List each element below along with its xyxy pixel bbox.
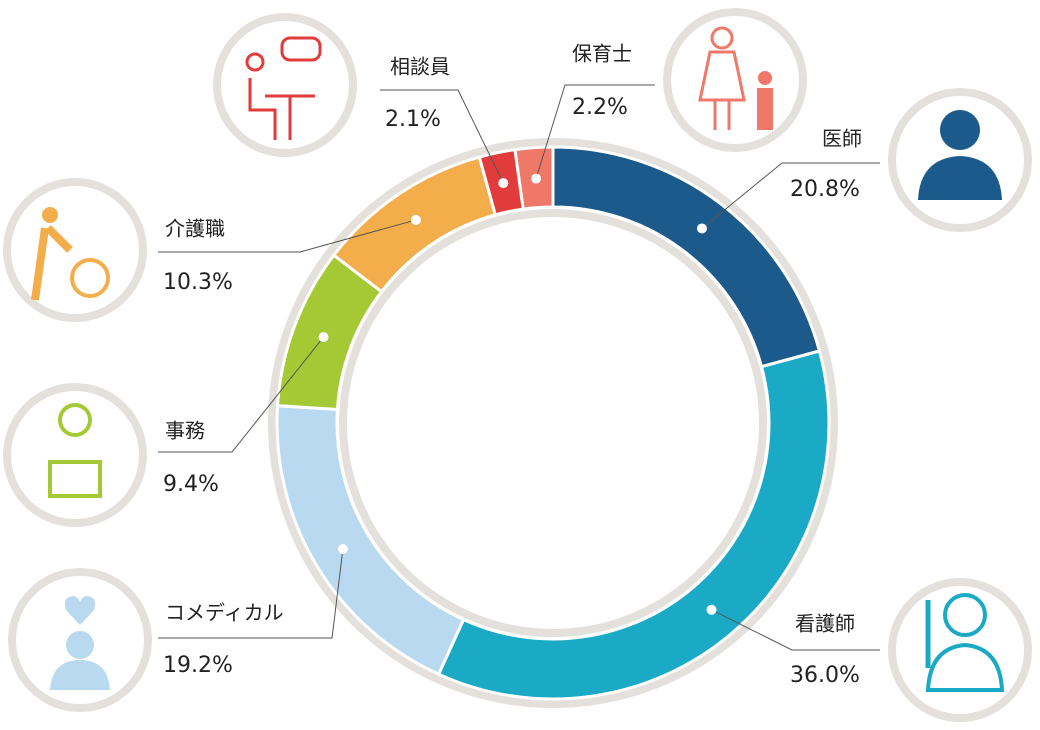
- leader-line: [380, 89, 504, 184]
- leader-line: [158, 548, 344, 639]
- icon-shape: [42, 207, 58, 223]
- leader-line: [701, 162, 880, 229]
- category-label: 保育士: [572, 42, 632, 66]
- icon-childcare: [663, 8, 807, 152]
- category-label: 医師: [822, 127, 862, 151]
- value-label: 19.2%: [163, 653, 233, 678]
- leader-dot: [696, 223, 707, 234]
- icon-shape: [757, 88, 773, 130]
- icon-shape: [31, 225, 73, 301]
- value-label: 10.3%: [163, 270, 233, 295]
- leader-dot: [410, 214, 421, 225]
- icon-shape: [940, 110, 980, 150]
- leader-dot: [706, 604, 717, 615]
- icon-shape: [245, 52, 265, 72]
- icon-shape: [64, 596, 96, 625]
- icon-shape: [248, 78, 315, 140]
- icon-shape: [58, 403, 92, 437]
- icon-nurse: [888, 578, 1032, 722]
- inner-ring: [339, 209, 767, 637]
- leader-line: [158, 219, 417, 253]
- leader-dot: [337, 544, 348, 555]
- leader-line: [711, 609, 880, 651]
- leader-dot: [318, 332, 329, 343]
- donut: [275, 145, 831, 701]
- category-label: 介護職: [165, 217, 225, 241]
- icon-shape: [943, 593, 987, 637]
- icon-counselor: [213, 13, 357, 157]
- leader-dot: [531, 173, 542, 184]
- icon-shape: [70, 258, 110, 298]
- icons: [3, 8, 1032, 722]
- category-label: 看護師: [795, 612, 855, 636]
- icon-shape: [925, 642, 1005, 692]
- value-label: 2.2%: [572, 95, 628, 120]
- icon-shape: [66, 631, 94, 659]
- value-label: 20.8%: [790, 177, 860, 202]
- icon-shape: [758, 71, 772, 85]
- outer-ring: [268, 138, 838, 708]
- icon-shape: [48, 460, 102, 498]
- icon-shape: [50, 660, 110, 690]
- leader-line: [158, 336, 324, 453]
- category-label: 事務: [165, 419, 205, 443]
- leader-dot: [498, 178, 509, 189]
- icon-office: [3, 383, 147, 527]
- labels: 医師 20.8% 看護師 36.0% コメディカル 19.2% 事務 9.4% 介護職 10.3%…: [158, 42, 880, 688]
- category-label: コメディカル: [165, 601, 284, 625]
- value-label: 2.1%: [385, 107, 441, 132]
- segment: [436, 349, 831, 701]
- leader-line: [535, 84, 655, 179]
- icon-shape: [280, 36, 322, 62]
- category-label: 相談員: [390, 55, 450, 79]
- icon-shape: [710, 26, 734, 50]
- value-label: 9.4%: [163, 472, 219, 497]
- icon-shape: [698, 50, 746, 130]
- icon-care: [3, 178, 147, 322]
- value-label: 36.0%: [790, 663, 860, 688]
- icon-shape: [918, 156, 1002, 200]
